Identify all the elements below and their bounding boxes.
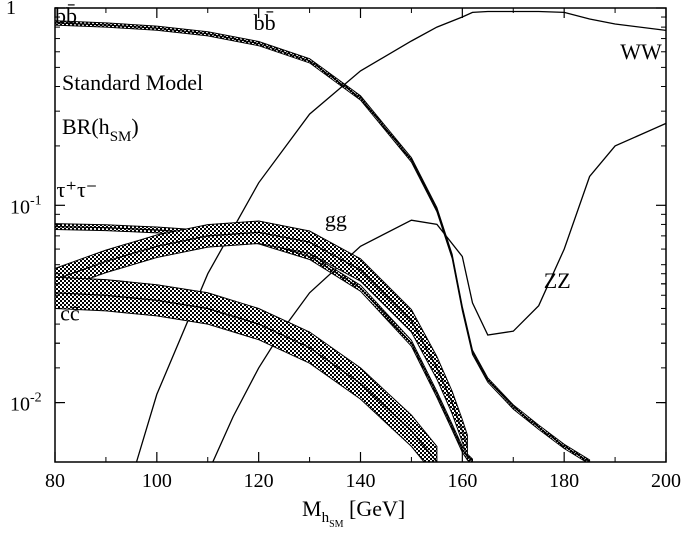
- series-label-ww-1: WW: [620, 39, 662, 64]
- curve-series-3: [55, 226, 473, 462]
- y-tick-label-1: 1: [6, 0, 16, 19]
- y-tick-label-0.1: 10-1: [10, 193, 42, 218]
- chart-title-br: BR(h: [62, 114, 110, 139]
- series-label-series-3: τ⁺τ⁻: [57, 177, 98, 202]
- x-axis-label-sub1: h: [322, 510, 330, 526]
- x-tick-label-180: 180: [549, 470, 579, 492]
- x-tick-label-200: 200: [651, 470, 681, 492]
- x-tick-label-160: 160: [447, 470, 477, 492]
- series-label-bb-top: bb̄: [254, 10, 276, 35]
- chart-title-close: ): [131, 114, 138, 139]
- tick-layer: 80 100 120 140 160 180 200 1 10-1 10-2: [6, 0, 681, 492]
- band-cc-5: [55, 276, 438, 462]
- series-labels: bb̄ WW ZZ τ⁺τ⁻ gg cc̄ bb̄: [55, 3, 662, 326]
- series-label-zz-2: ZZ: [544, 268, 571, 293]
- x-axis-label-unit: [GeV]: [344, 496, 406, 521]
- x-axis-label-main: M: [302, 496, 322, 521]
- band-bb-0: [55, 20, 591, 462]
- curve-bb-0: [55, 22, 590, 462]
- x-tick-label-120: 120: [244, 470, 274, 492]
- curve-gg-4: [55, 231, 468, 447]
- curve-zz-2: [212, 122, 666, 462]
- x-tick-label-140: 140: [346, 470, 376, 492]
- chart-title-line2: BR(hSM): [62, 114, 139, 145]
- chart-title-line1: Standard Model: [62, 70, 203, 95]
- y-tick-label-0.01: 10-2: [10, 391, 42, 416]
- x-axis-label-sub2: SM: [329, 519, 344, 530]
- series-label-gg-4: gg: [325, 207, 347, 232]
- series-label-cc-5: cc̄: [60, 301, 80, 326]
- x-tick-label-80: 80: [45, 470, 65, 492]
- x-axis-label: MhSM [GeV]: [302, 496, 405, 530]
- series-label-bb-0: bb̄: [55, 3, 77, 28]
- curve-cc-5: [55, 292, 438, 462]
- x-tick-label-100: 100: [142, 470, 172, 492]
- chart-title-sub: SM: [110, 129, 132, 145]
- band-gg-4: [55, 220, 468, 458]
